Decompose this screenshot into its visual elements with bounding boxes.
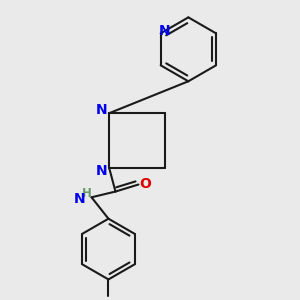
Text: N: N: [74, 192, 85, 206]
Text: N: N: [159, 24, 170, 38]
Text: O: O: [140, 177, 152, 190]
Text: N: N: [95, 164, 107, 178]
Text: H: H: [82, 187, 92, 200]
Text: N: N: [95, 103, 107, 117]
